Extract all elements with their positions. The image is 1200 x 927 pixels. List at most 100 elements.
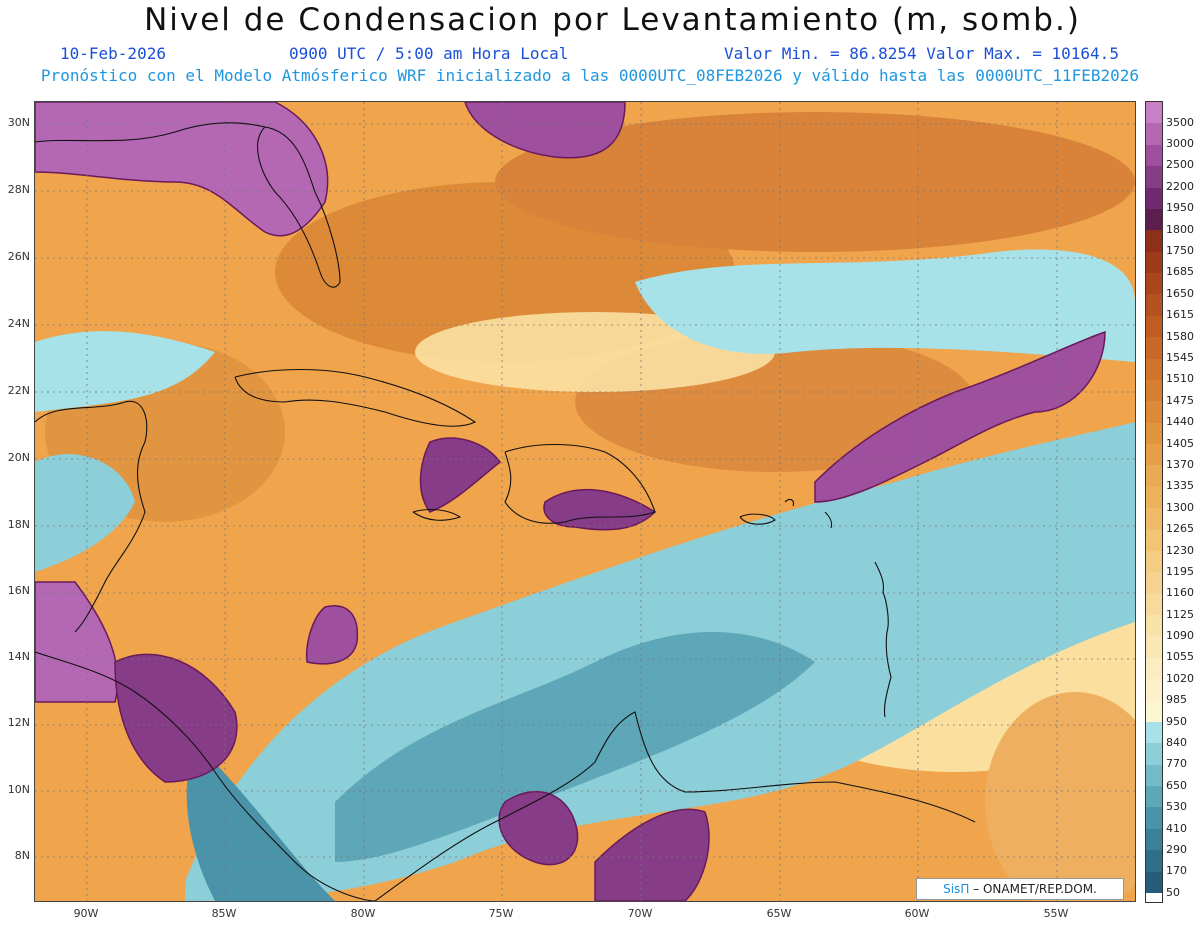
min-max-values: Valor Min. = 86.8254 Valor Max. = 10164.…: [724, 44, 1119, 63]
colorbar-swatch: [1146, 273, 1162, 295]
lon-label-60w: 60W: [904, 907, 930, 920]
colorbar-swatch: [1146, 444, 1162, 466]
colorbar-label: 1300: [1166, 500, 1194, 514]
credit-text: – ONAMET/REP.DOM.: [969, 882, 1097, 896]
lat-label-26n: 26N: [7, 250, 30, 263]
colorbar-swatch: [1146, 315, 1162, 338]
field-purple-venezuela: [594, 808, 710, 901]
lat-label-8n: 8N: [14, 849, 30, 862]
colorbar-swatch: [1146, 828, 1162, 851]
colorbar-label: 650: [1166, 778, 1187, 792]
colorbar-swatch: [1146, 871, 1162, 893]
colorbar-swatch: [1146, 572, 1162, 594]
colorbar-label: 3500: [1166, 115, 1194, 129]
colorbar-swatch: [1146, 486, 1162, 509]
colorbar-swatch: [1146, 657, 1162, 680]
lat-label-16n: 16N: [7, 584, 30, 597]
colorbar-label: 410: [1166, 821, 1187, 835]
colorbar-label: 1510: [1166, 372, 1194, 386]
field-purple-nicaragua: [114, 653, 238, 783]
field-purple-guatemala: [35, 581, 119, 703]
colorbar-label: 1370: [1166, 457, 1194, 471]
colorbar-swatch: [1146, 764, 1162, 786]
colorbar-label: 1750: [1166, 244, 1194, 258]
lat-label-20n: 20N: [7, 451, 30, 464]
map-area: SisΠ – ONAMET/REP.DOM.: [34, 101, 1136, 902]
colorbar-swatch: [1146, 422, 1162, 444]
field-purple-atlantic-north: [464, 102, 626, 159]
colorbar-swatch: [1146, 508, 1162, 530]
colorbar-label: 2200: [1166, 179, 1194, 193]
colorbar-label: 1125: [1166, 607, 1194, 621]
credit-box: SisΠ – ONAMET/REP.DOM.: [916, 878, 1124, 900]
colorbar-label: 1615: [1166, 308, 1194, 322]
colorbar-swatch: [1146, 230, 1162, 252]
forecast-time: 0900 UTC / 5:00 am Hora Local: [289, 44, 569, 63]
colorbar-label: 530: [1166, 800, 1187, 814]
colorbar-label: 170: [1166, 864, 1187, 878]
colorbar-label: 1580: [1166, 329, 1194, 343]
colorbar-label: 1440: [1166, 415, 1194, 429]
coastlines: [35, 122, 976, 901]
colorbar-label: 1685: [1166, 265, 1194, 279]
colorbar-label: 1405: [1166, 436, 1194, 450]
colorbar-swatch: [1146, 187, 1162, 209]
colorbar-label: 1195: [1166, 564, 1194, 578]
colorbar-swatch: [1146, 102, 1162, 124]
lat-label-28n: 28N: [7, 183, 30, 196]
field-purple-caribbean-west: [305, 605, 359, 665]
colorbar-swatch: [1146, 166, 1162, 188]
colorbar-swatch: [1146, 807, 1162, 829]
field-purple-florida: [35, 102, 329, 237]
field-orange-southeast: [985, 692, 1135, 901]
field-dark-orange-atlantic: [495, 112, 1135, 252]
lon-label-70w: 70W: [627, 907, 653, 920]
colorbar-label: 290: [1166, 842, 1187, 856]
colorbar-swatch: [1146, 679, 1162, 701]
credit-brand: SisΠ: [943, 882, 970, 896]
lon-label-75w: 75W: [488, 907, 514, 920]
colorbar-label: 1545: [1166, 350, 1194, 364]
lon-label-90w: 90W: [73, 907, 99, 920]
colorbar-label: 1950: [1166, 201, 1194, 215]
lat-label-30n: 30N: [7, 116, 30, 129]
colorbar-label: 1650: [1166, 286, 1194, 300]
colorbar-label: 3000: [1166, 137, 1194, 151]
colorbar-label: 1055: [1166, 650, 1194, 664]
colorbar-label: 840: [1166, 736, 1187, 750]
colorbar-label: 770: [1166, 757, 1187, 771]
colorbar-label: 2500: [1166, 158, 1194, 172]
colorbar-swatch: [1146, 123, 1162, 145]
colorbar-swatch: [1146, 700, 1162, 722]
colorbar-swatch: [1146, 294, 1162, 316]
colorbar-label: 1090: [1166, 629, 1194, 643]
colorbar-label: 1230: [1166, 543, 1194, 557]
lon-label-55w: 55W: [1043, 907, 1069, 920]
colorbar-swatch: [1146, 636, 1162, 658]
colorbar-label: 1335: [1166, 479, 1194, 493]
field-teal-yucatan: [35, 454, 135, 572]
colorbar-label: 1800: [1166, 222, 1194, 236]
colorbar-swatch: [1146, 379, 1162, 402]
colorbar-swatch: [1146, 401, 1162, 423]
colorbar-swatch: [1146, 615, 1162, 637]
field-purple-atlantic-east: [814, 330, 1106, 503]
colorbar-swatch: [1146, 251, 1162, 273]
colorbar-swatch: [1146, 721, 1162, 744]
colorbar-label: 50: [1166, 885, 1180, 899]
forecast-date: 10-Feb-2026: [60, 44, 166, 63]
lon-label-80w: 80W: [350, 907, 376, 920]
field-teal-atlantic: [635, 249, 1135, 362]
colorbar-swatch: [1146, 358, 1162, 380]
field-teal-pacific: [186, 742, 335, 901]
lat-label-14n: 14N: [7, 650, 30, 663]
colorbar-label: 1475: [1166, 393, 1194, 407]
map-title: Nivel de Condensacion por Levantamiento …: [144, 2, 1081, 38]
lat-label-10n: 10N: [7, 783, 30, 796]
colorbar-label: 1265: [1166, 522, 1194, 536]
colorbar: [1145, 101, 1163, 903]
lon-label-85w: 85W: [211, 907, 237, 920]
lat-label-22n: 22N: [7, 384, 30, 397]
colorbar-swatch: [1146, 144, 1162, 167]
lcl-field-map: [35, 102, 1135, 901]
